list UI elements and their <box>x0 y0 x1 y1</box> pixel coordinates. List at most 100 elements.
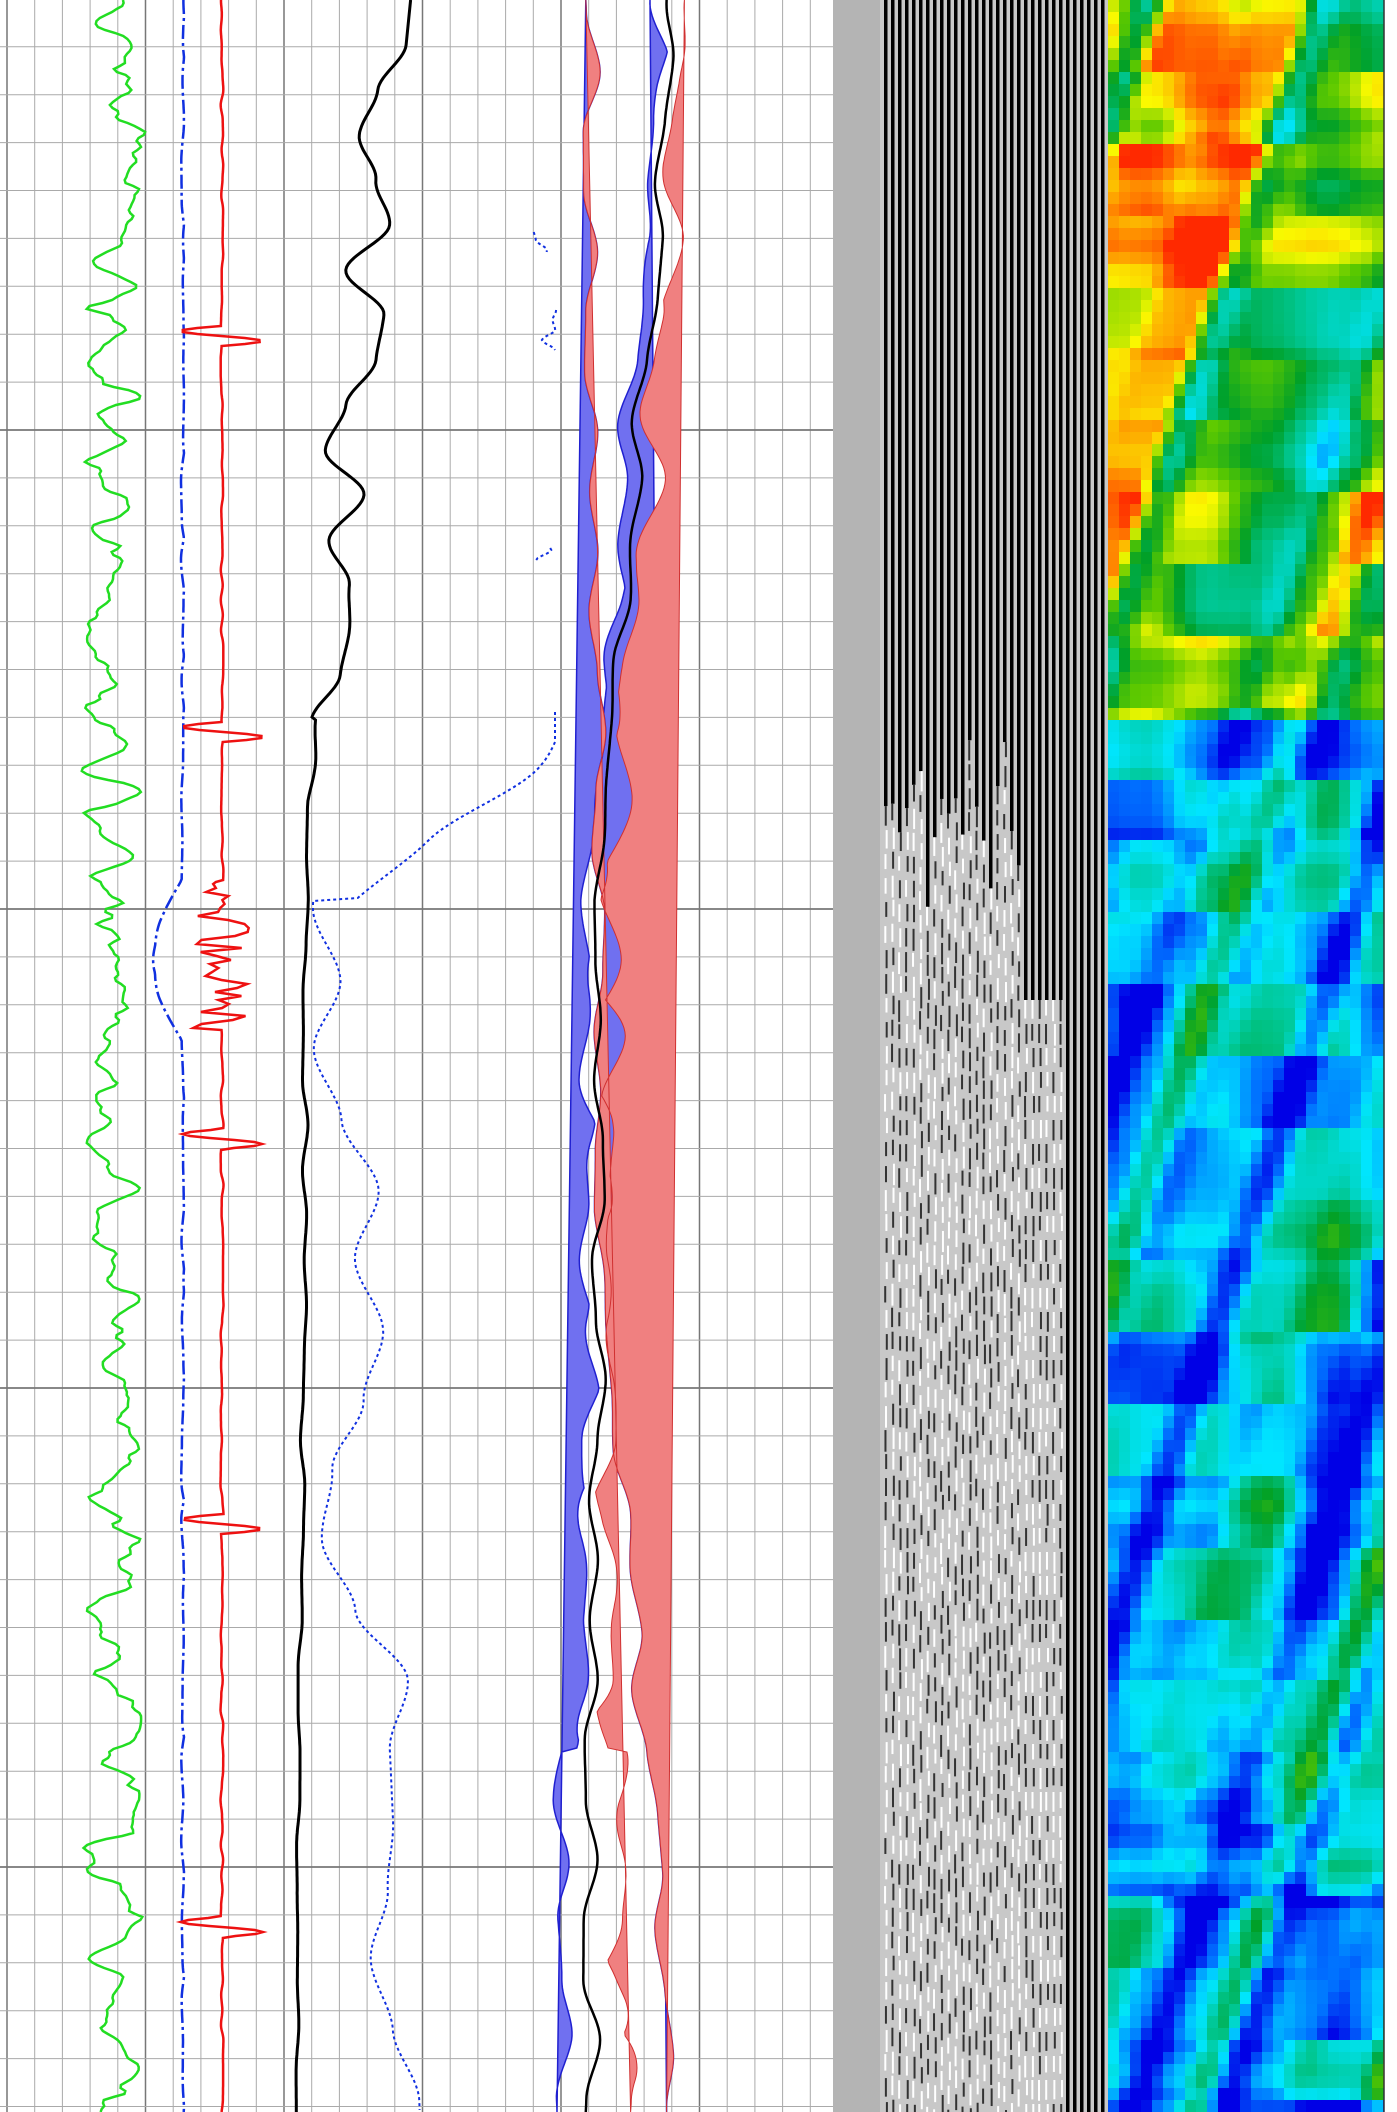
image-cell <box>1339 1212 1350 1224</box>
image-cell <box>1251 1560 1262 1572</box>
image-cell <box>1218 1224 1229 1236</box>
image-cell <box>1339 696 1350 708</box>
image-cell <box>1207 420 1218 432</box>
waveform-trace <box>898 1480 901 1500</box>
image-cell <box>1229 744 1240 756</box>
waveform-trace <box>1025 1816 1028 1838</box>
image-cell <box>1229 636 1240 648</box>
image-cell <box>1174 228 1185 240</box>
waveform-trace <box>933 1989 936 2009</box>
image-cell <box>1130 1032 1141 1044</box>
image-cell <box>1240 1596 1251 1608</box>
waveform-trace <box>1018 1609 1021 1627</box>
waveform-trace <box>955 1710 958 1728</box>
image-cell <box>1306 348 1317 360</box>
waveform-trace <box>1059 2008 1062 2025</box>
image-cell <box>1141 1164 1152 1176</box>
waveform-trace <box>1024 1264 1027 1283</box>
image-cell <box>1108 840 1119 852</box>
image-cell <box>1240 1572 1251 1584</box>
waveform-trace <box>899 1840 902 1861</box>
waveform-trace <box>961 1314 964 1331</box>
waveform-trace <box>1052 1624 1055 1643</box>
image-cell <box>1185 132 1196 144</box>
image-cell <box>1240 1536 1251 1548</box>
image-cell <box>1240 1368 1251 1380</box>
image-cell <box>1273 912 1284 924</box>
waveform-trace <box>1018 1969 1021 1989</box>
image-cell <box>1361 132 1372 144</box>
image-cell <box>1130 432 1141 444</box>
image-cell <box>1262 660 1273 672</box>
image-cell <box>1361 36 1372 48</box>
image-cell <box>1163 1344 1174 1356</box>
image-cell <box>1273 444 1284 456</box>
image-cell <box>1174 996 1185 1008</box>
waveform-trace <box>976 1598 979 1621</box>
image-cell <box>1339 660 1350 672</box>
waveform-trace <box>1010 1767 1013 1786</box>
waveform-trace <box>1052 1216 1055 1233</box>
waveform-trace <box>1060 1168 1063 1190</box>
image-cell <box>1372 372 1383 384</box>
image-cell <box>1108 1416 1119 1428</box>
image-cell <box>1251 708 1262 720</box>
image-cell <box>1207 864 1218 876</box>
waveform-trace <box>927 978 930 1000</box>
image-cell <box>1372 624 1383 636</box>
waveform-trace <box>989 1992 992 2012</box>
waveform-trace <box>1053 1912 1056 1927</box>
image-cell <box>1339 132 1350 144</box>
image-cell <box>1273 384 1284 396</box>
waveform-trace <box>934 1197 937 1215</box>
image-cell <box>1339 768 1350 780</box>
image-cell <box>1185 768 1196 780</box>
image-cell <box>1273 1188 1284 1200</box>
image-cell <box>1251 468 1262 480</box>
image-cell <box>1185 1068 1196 1080</box>
image-cell <box>1317 888 1328 900</box>
image-cell <box>1317 876 1328 888</box>
image-cell <box>1185 12 1196 24</box>
image-cell <box>1317 1092 1328 1104</box>
image-cell <box>1141 1272 1152 1284</box>
image-cell <box>1273 1356 1284 1368</box>
image-cell <box>1185 1176 1196 1188</box>
image-cell <box>1130 276 1141 288</box>
image-cell <box>1119 600 1130 612</box>
image-cell <box>1218 672 1229 684</box>
waveform-trace <box>1010 999 1013 1018</box>
image-cell <box>1119 1464 1130 1476</box>
image-cell <box>1240 24 1251 36</box>
waveform-trace <box>982 1584 985 1606</box>
image-cell <box>1207 1104 1218 1116</box>
waveform-trace <box>913 1984 916 2000</box>
image-cell <box>1251 24 1262 36</box>
waveform-trace <box>926 0 930 907</box>
waveform-trace <box>941 1206 944 1223</box>
image-cell <box>1163 252 1174 264</box>
image-cell <box>1185 696 1196 708</box>
image-cell <box>1306 1560 1317 1572</box>
image-cell <box>1152 204 1163 216</box>
image-cell <box>1229 1092 1240 1104</box>
image-cell <box>1295 420 1306 432</box>
image-cell <box>1339 300 1350 312</box>
image-cell <box>1207 300 1218 312</box>
image-cell <box>1130 216 1141 228</box>
image-cell <box>1317 996 1328 1008</box>
image-cell <box>1207 396 1218 408</box>
image-cell <box>1174 1320 1185 1332</box>
image-cell <box>1240 12 1251 24</box>
image-cell <box>1207 1584 1218 1596</box>
image-cell <box>1273 168 1284 180</box>
waveform-trace <box>891 1283 894 1306</box>
waveform-trace <box>1004 1654 1007 1672</box>
image-cell <box>1108 744 1119 756</box>
image-cell <box>1119 888 1130 900</box>
waveform-trace <box>926 1962 929 1983</box>
image-cell <box>1350 1092 1361 1104</box>
image-cell <box>1350 120 1361 132</box>
image-cell <box>1262 336 1273 348</box>
image-cell <box>1306 504 1317 516</box>
